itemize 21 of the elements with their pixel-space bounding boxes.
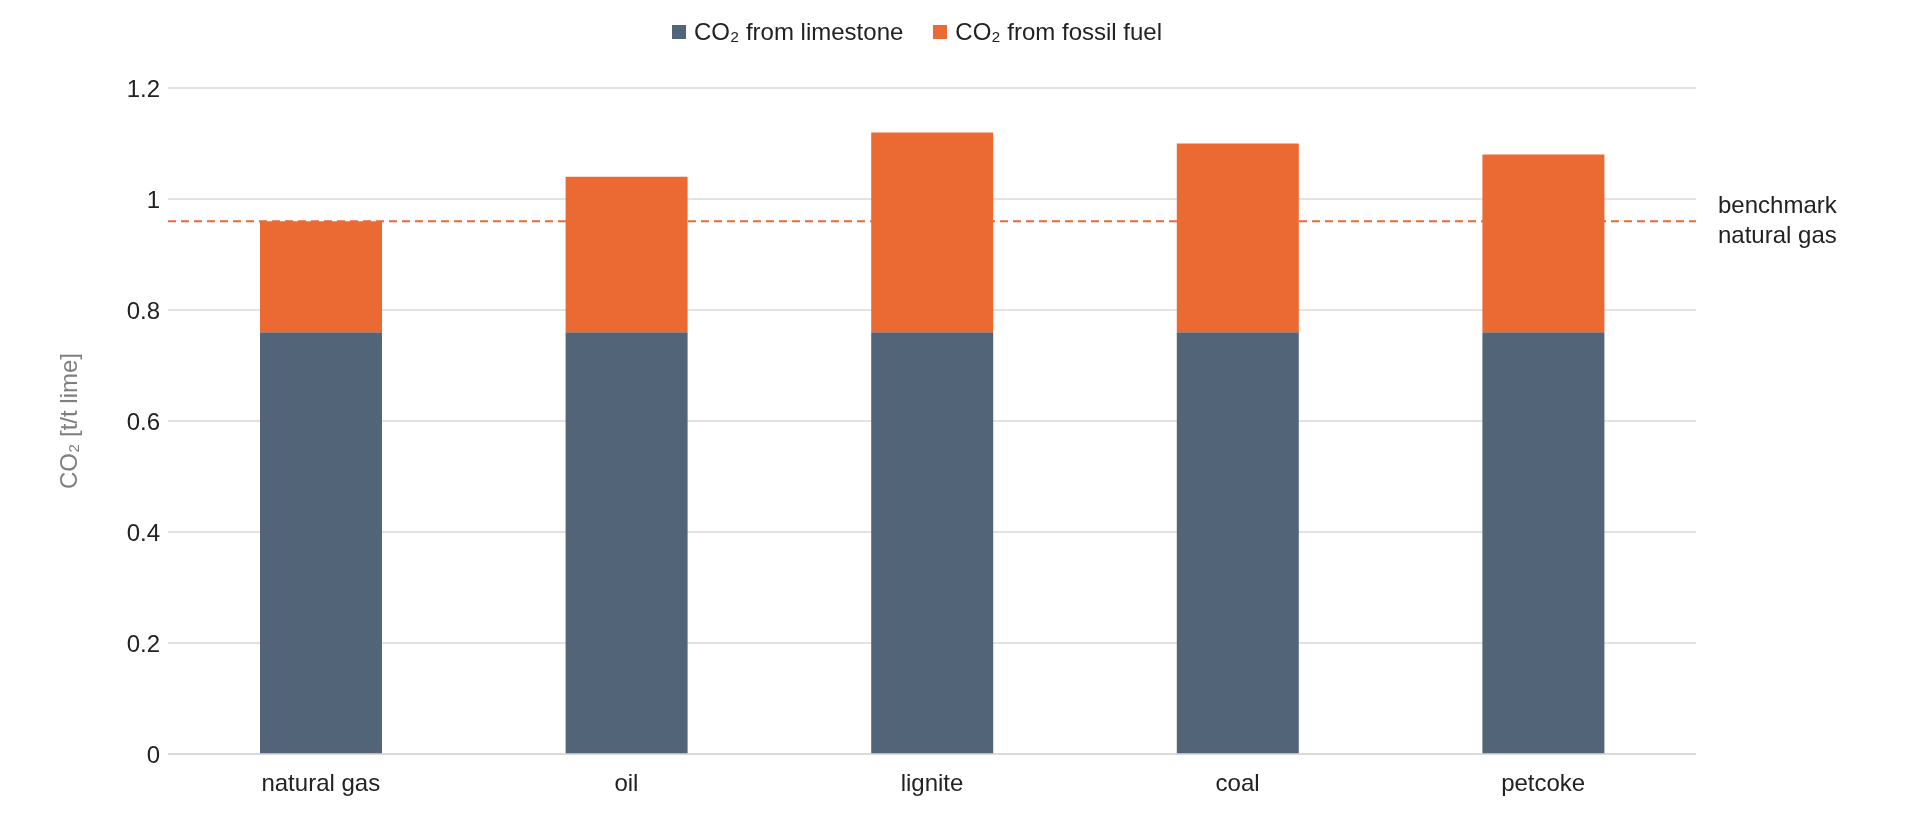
- y-axis-title: CO₂ [t/t lime]: [54, 353, 82, 489]
- legend-label: CO₂ from fossil fuel: [955, 18, 1163, 46]
- legend-label: CO₂ from limestone: [693, 18, 904, 46]
- y-tick-label: 0.6: [126, 407, 160, 435]
- x-tick-label: natural gas: [261, 769, 381, 797]
- y-tick-label: 1: [146, 185, 160, 213]
- x-tick-label: oil: [614, 769, 639, 797]
- y-tick-label: 0.8: [126, 296, 160, 324]
- y-tick-label: 1.2: [126, 74, 160, 102]
- x-tick-label: petcoke: [1501, 769, 1586, 797]
- bar: [565, 332, 688, 754]
- bar: [871, 332, 994, 754]
- x-tick-label: lignite: [900, 769, 964, 797]
- bar: [1176, 332, 1299, 754]
- y-tick-label: 0.4: [126, 518, 160, 546]
- y-tick-label: 0.2: [126, 629, 160, 657]
- ref-line-label: benchmark natural gas: [1718, 191, 1838, 249]
- y-tick-label: 0: [146, 740, 160, 768]
- bar: [260, 332, 382, 754]
- bar: [1482, 332, 1605, 754]
- x-tick-label: coal: [1215, 769, 1260, 797]
